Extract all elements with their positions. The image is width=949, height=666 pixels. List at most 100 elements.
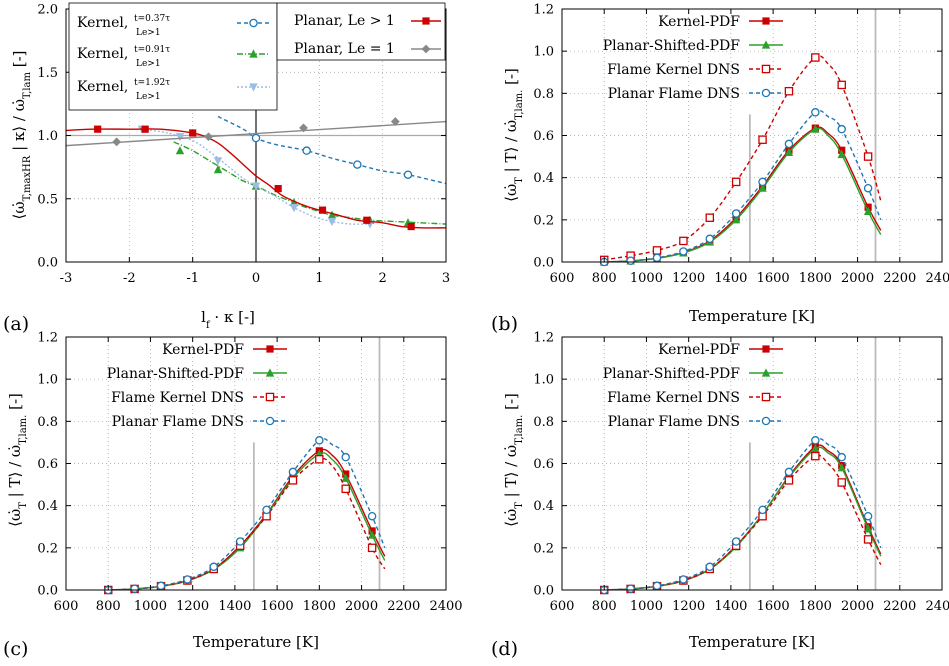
legend-label: Planar, Le = 1 (294, 41, 395, 57)
legend-marker (761, 64, 771, 74)
data-point-kdns (863, 152, 873, 161)
x-tick-label: 600 (550, 271, 575, 286)
data-point-ppdf (863, 524, 873, 533)
legend-label: Kernel, (77, 46, 128, 62)
legend-label: Planar-Shifted-PDF (603, 38, 741, 54)
x-tick-label: 1600 (261, 599, 294, 614)
panel-c: 600 800 1000 1200 1400 1600 1800 2000 2200 2400 0.… (3, 331, 463, 661)
x-tick-label: -1 (186, 271, 199, 286)
legend-subscript: Le>1 (136, 92, 161, 102)
data-point-plan_eq (204, 132, 213, 142)
legend-label: Kernel, (77, 15, 128, 31)
x-tick-label: 1200 (176, 599, 209, 614)
data-point-pdns (262, 505, 271, 515)
y-tick-label: 1.2 (37, 331, 58, 346)
data-point-k192 (213, 157, 223, 166)
legend-label: Flame Kernel DNS (111, 390, 244, 406)
y-tick-label: 0.8 (533, 87, 554, 102)
data-point-ppdf (863, 206, 873, 215)
data-point-pdns (341, 452, 350, 462)
legend-label: Planar-Shifted-PDF (603, 366, 741, 382)
y-tick-label: 1.5 (37, 66, 58, 81)
data-point-kdns (837, 478, 846, 487)
data-point-pdns (811, 436, 820, 445)
x-tick-label: 0 (252, 271, 260, 286)
data-point-pdns (315, 436, 324, 445)
data-point-pdns (235, 537, 245, 546)
data-point-kdns (652, 246, 662, 255)
y-tick-label: 0.5 (37, 192, 58, 207)
data-point-pdns (183, 575, 192, 584)
data-point-plan_gt (94, 125, 102, 133)
y-axis-title: ⟨ω̇T | T⟩ / ω̇T,lam. [-] (502, 393, 525, 527)
y-tick-label: 0.0 (533, 584, 554, 599)
data-point-pdns (758, 505, 767, 515)
data-point-pdns (130, 584, 139, 593)
y-tick-label: 0.0 (37, 256, 58, 271)
x-tick-label: 2 (379, 271, 387, 286)
data-point-plan_gt (141, 125, 149, 133)
x-tick-label: 1600 (757, 271, 790, 286)
data-point-ppdf (341, 473, 350, 482)
data-point-ppdf (758, 183, 767, 192)
panel-tag: (a) (3, 313, 29, 335)
legend-subscript: Le>1 (136, 59, 161, 69)
legend-marker (761, 40, 771, 49)
y-axis-title: ⟨ω̇T,maxHR | κ⟩ / ω̇T,lam [-] (10, 50, 33, 219)
x-tick-label: 1800 (799, 271, 832, 286)
legend-marker (761, 368, 771, 377)
x-tick-label: 1400 (714, 271, 747, 286)
panel-tag: (d) (491, 638, 518, 660)
y-tick-label: 0.2 (37, 541, 58, 556)
data-point-k091 (327, 210, 337, 219)
data-point-kdns (863, 535, 873, 544)
data-point-pdns (731, 537, 741, 546)
data-point-pdns (784, 467, 794, 477)
legend-box (68, 2, 278, 111)
x-tick-label: 800 (592, 599, 617, 614)
x-tick-label: 1400 (714, 599, 747, 614)
data-point-pdns (863, 511, 873, 521)
x-tick-label: 2400 (925, 271, 949, 286)
series-line-ppdf (108, 452, 386, 591)
data-point-pdns (758, 177, 767, 187)
legend-box (276, 2, 446, 61)
legend-marker (422, 17, 430, 25)
y-tick-label: 1.0 (37, 129, 58, 144)
panel-d: 600 800 1000 1200 1400 1600 1800 2000 2200 2400 0.… (491, 331, 949, 661)
data-point-pdns (837, 452, 846, 462)
y-tick-label: 1.0 (37, 373, 58, 388)
x-tick-label: 800 (592, 271, 617, 286)
x-tick-label: 1800 (799, 599, 832, 614)
series-line-plan_eq (65, 120, 447, 147)
y-axis-title: ⟨ω̇T | T⟩ / ω̇T,lam. [-] (502, 68, 525, 202)
data-point-pdns (652, 581, 662, 591)
legend-marker (421, 44, 431, 54)
x-tick-label: 2000 (841, 599, 874, 614)
y-tick-label: 0.6 (37, 457, 58, 472)
legend-label: Kernel-PDF (658, 14, 740, 30)
data-point-kdns (784, 476, 794, 485)
data-point-pdns (811, 108, 820, 117)
x-tick-label: 1200 (672, 271, 705, 286)
data-point-kdns (679, 236, 688, 246)
x-tick-label: 2200 (883, 271, 916, 286)
y-tick-label: 0.6 (533, 457, 554, 472)
legend-label: Planar Flame DNS (608, 414, 740, 430)
legend-label: Kernel, (77, 79, 128, 95)
legend-marker (265, 392, 275, 402)
data-point-pdns (652, 253, 662, 263)
data-point-kdns (288, 476, 298, 485)
data-point-pdns (156, 581, 166, 591)
x-tick-label: 1000 (630, 271, 663, 286)
x-tick-label: 1000 (630, 599, 663, 614)
data-point-k091 (175, 146, 185, 155)
data-point-kdns (837, 80, 846, 90)
x-tick-label: 1800 (303, 599, 336, 614)
data-point-plan_eq (112, 137, 122, 147)
legend-label: Planar Flame DNS (112, 414, 244, 430)
x-tick-label: 2000 (841, 271, 874, 286)
legend-marker (249, 49, 258, 58)
legend-marker (761, 392, 771, 402)
legend-subscript: Le>1 (136, 28, 161, 38)
